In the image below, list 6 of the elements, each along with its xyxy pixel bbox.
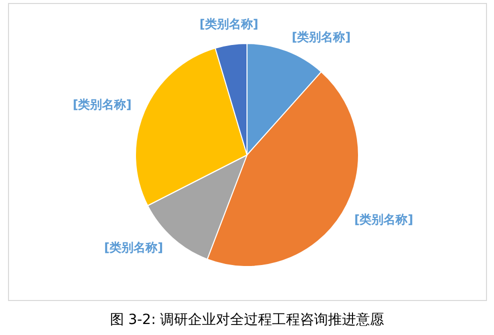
slice-label: [类别名称] xyxy=(72,98,132,112)
slice-label: [类别名称] xyxy=(199,16,258,31)
slice-label: [类别名称] xyxy=(104,240,164,254)
slice-label: [类别名称] xyxy=(292,30,351,44)
slice-label: [类别名称] xyxy=(354,212,414,226)
text: 图 3-2: 调研企业对全过程工程咨询推进意愿 xyxy=(108,311,386,329)
